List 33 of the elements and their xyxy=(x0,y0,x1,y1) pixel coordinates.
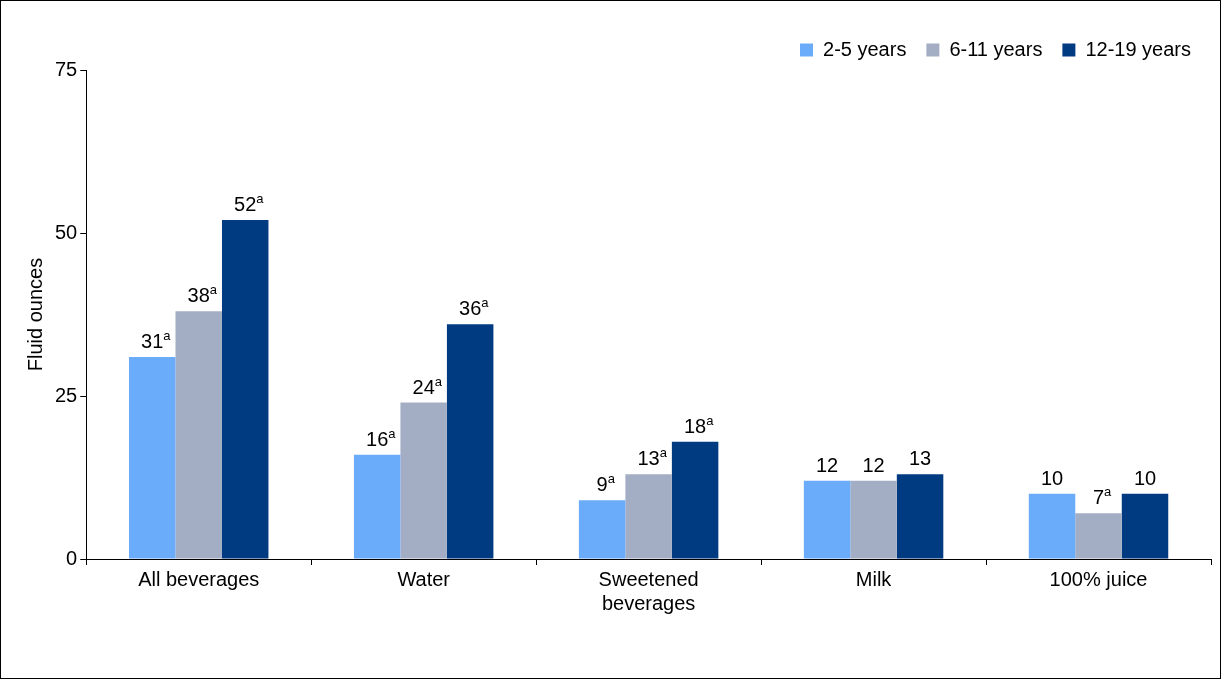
bar xyxy=(1028,493,1076,559)
data-label: 12 xyxy=(815,453,839,476)
x-tick-label: Milk xyxy=(855,567,893,590)
bar xyxy=(400,402,447,559)
y-tick-label: 0 xyxy=(66,546,78,569)
y-axis-title: Fluid ounces xyxy=(23,257,46,372)
x-tick-label: Water xyxy=(397,567,451,590)
x-tick-label: All beverages xyxy=(138,567,260,590)
bar xyxy=(175,311,222,559)
y-tick-label: 75 xyxy=(55,57,78,80)
bar xyxy=(625,474,672,559)
legend-label: 12-19 years xyxy=(1085,37,1192,60)
x-tick-label: 100% juice xyxy=(1049,567,1148,590)
data-label: 13 xyxy=(908,447,932,470)
x-tick-label: Sweetened beverages xyxy=(598,567,699,614)
bar xyxy=(1121,493,1169,559)
legend-label: 2-5 years xyxy=(823,37,907,60)
bar xyxy=(221,219,269,559)
bar xyxy=(128,356,176,559)
bar xyxy=(671,441,719,559)
bar xyxy=(446,324,494,559)
legend-label: 6-11 years xyxy=(949,37,1043,60)
data-label: 10 xyxy=(1133,466,1157,489)
data-label: 10 xyxy=(1040,466,1064,489)
bar xyxy=(896,474,944,559)
data-label: 12 xyxy=(862,453,885,476)
y-tick-label: 50 xyxy=(55,220,78,243)
bar xyxy=(850,480,897,559)
bar xyxy=(578,500,626,559)
bar xyxy=(353,454,401,559)
bar xyxy=(803,480,851,559)
y-tick-label: 25 xyxy=(55,383,78,406)
bar xyxy=(1075,513,1122,559)
